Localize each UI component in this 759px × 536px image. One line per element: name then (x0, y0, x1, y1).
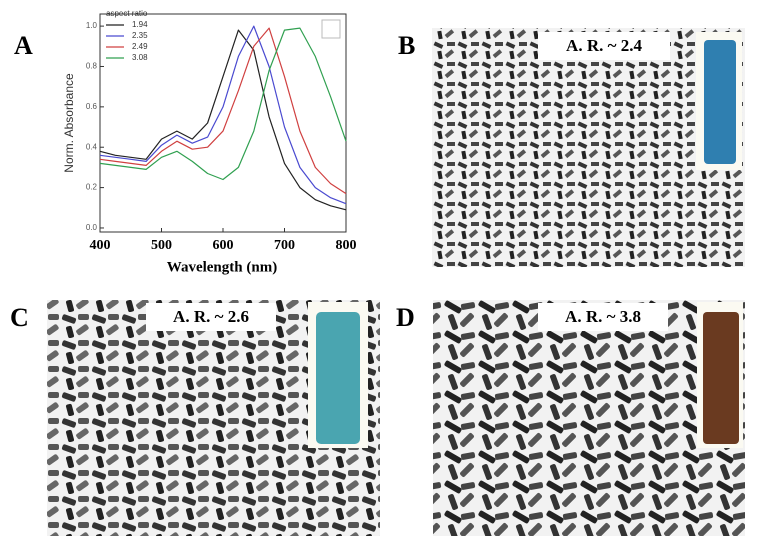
y-tick-label: 0.6 (86, 102, 98, 111)
legend-title: aspect ratio (106, 9, 148, 18)
chart: Wavelength (nm) Norm. Absorbance aspect … (62, 9, 356, 275)
panel-label: D (396, 303, 415, 332)
annotation-box (538, 303, 668, 331)
y-axis-label: Norm. Absorbance (62, 73, 76, 173)
y-tick-label: 0.4 (86, 142, 98, 151)
vial (703, 312, 739, 444)
annotation: A. R. ~ 2.6 (173, 307, 249, 326)
tem-image (433, 300, 745, 536)
annotation: A. R. ~ 3.8 (565, 307, 641, 326)
series-line (99, 25, 347, 205)
y-tick-label: 0.8 (86, 62, 98, 71)
series-line (99, 29, 347, 211)
annotation-box (146, 303, 276, 331)
panel-label: B (398, 31, 415, 60)
series-line (99, 27, 347, 181)
x-tick-label: 700 (274, 238, 295, 253)
tem-image (432, 28, 745, 267)
legend-label: 2.35 (132, 31, 148, 40)
x-tick-label: 600 (213, 238, 234, 253)
empty-box (321, 19, 341, 39)
panel-label: A (14, 31, 33, 60)
x-tick-label: 400 (90, 238, 111, 253)
y-tick-label: 1.0 (86, 21, 98, 30)
y-tick-label: 0.2 (86, 183, 98, 192)
vial (704, 40, 736, 164)
legend-label: 3.08 (132, 53, 148, 62)
vial (316, 312, 360, 444)
annotation: A. R. ~ 2.4 (566, 36, 642, 55)
annotation-box (538, 32, 670, 60)
series-line (99, 27, 347, 195)
x-tick-label: 800 (336, 238, 357, 253)
panel-label: C (10, 303, 29, 332)
x-axis-label: Wavelength (nm) (167, 259, 277, 275)
x-tick-label: 500 (151, 238, 172, 253)
legend-label: 1.94 (132, 20, 148, 29)
y-tick-label: 0.0 (86, 223, 98, 232)
legend-label: 2.49 (132, 42, 148, 51)
